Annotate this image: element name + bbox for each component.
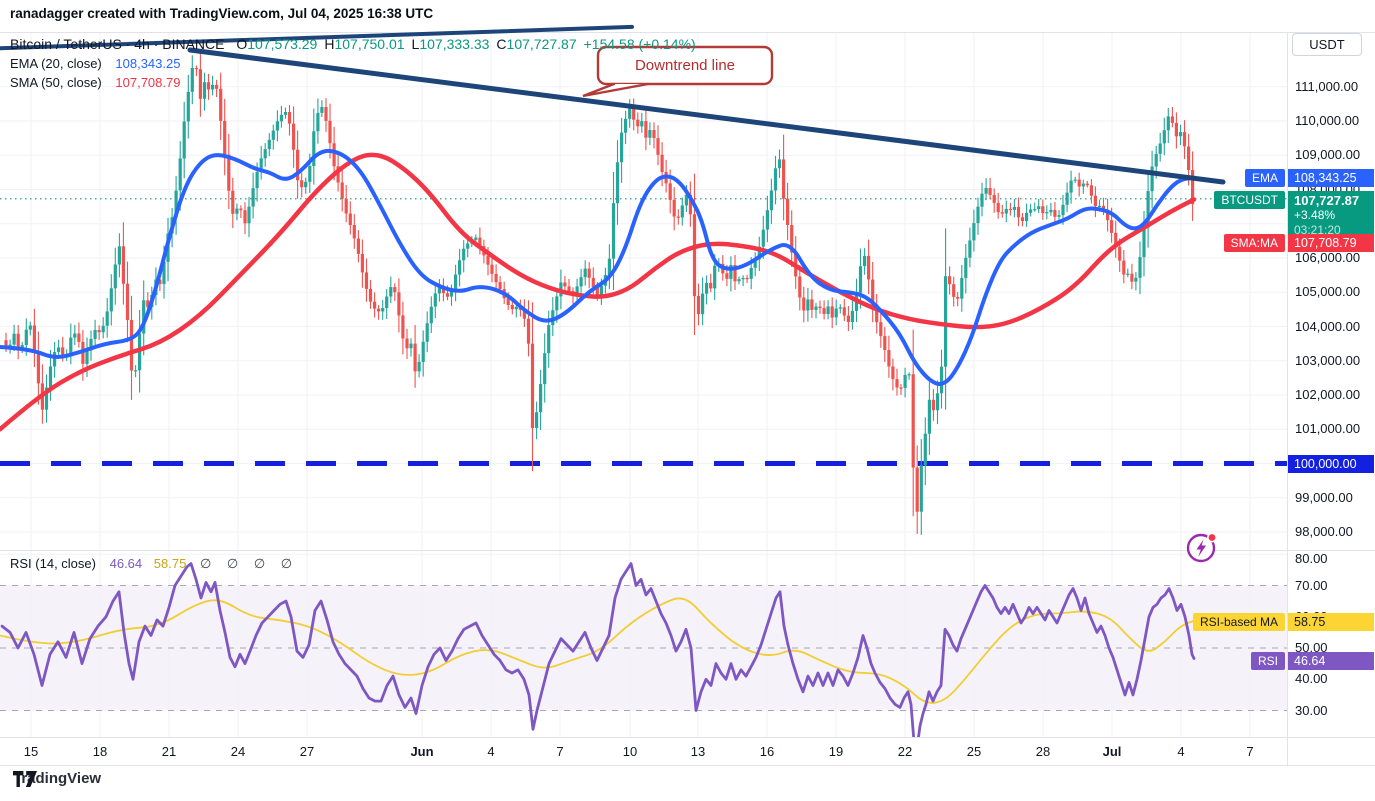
- rsi-legend-label: RSI (14, close): [10, 556, 96, 571]
- sma-axis-value: 107,708.79: [1288, 234, 1374, 252]
- ema-axis-tag: EMA: [1244, 169, 1285, 187]
- open-value: 107,573.29: [247, 36, 318, 52]
- price-axis-border: [1287, 32, 1288, 765]
- time-tick-label: 25: [966, 744, 982, 759]
- sma-legend-value: 107,708.79: [115, 75, 181, 90]
- sma-axis-tag: SMA:MA: [1223, 234, 1285, 252]
- rsi-tick-label: 80.00: [1295, 551, 1328, 566]
- time-tick-label: Jun: [410, 744, 434, 759]
- time-tick-label: 24: [230, 744, 246, 759]
- rsi-ma-axis-tag: RSI-based MA: [1192, 613, 1285, 631]
- price-tick-label: 102,000.00: [1295, 387, 1361, 402]
- tradingview-logo-icon: [13, 770, 37, 787]
- time-tick-label: 19: [828, 744, 844, 759]
- price-tick-label: 105,000.00: [1295, 284, 1361, 300]
- rsi-pane-canvas[interactable]: [0, 550, 1287, 737]
- chart-bottom-border: [0, 765, 1375, 766]
- last-price-axis-block: 107,727.87 +3.48% 03:21:20: [1288, 191, 1374, 237]
- close-value: 107,727.87: [506, 36, 577, 52]
- price-tick-label: 106,000.00: [1295, 250, 1361, 265]
- support-level-axis-value: 100,000.00: [1288, 455, 1374, 473]
- rsi-legend-row[interactable]: RSI (14, close) 46.64 58.75 ∅ ∅ ∅ ∅: [10, 556, 298, 572]
- rsi-tick-label: 50.00: [1295, 640, 1328, 655]
- time-tick-label: 10: [622, 744, 638, 759]
- low-label: L: [411, 36, 420, 52]
- open-label: O: [236, 36, 248, 52]
- attribution-text: ranadagger created with TradingView.com,…: [10, 6, 434, 21]
- time-tick-label: 4: [487, 744, 495, 759]
- pane-separator[interactable]: [0, 550, 1375, 551]
- ema-legend-label: EMA (20, close): [10, 56, 102, 71]
- rsi-axis-value: 46.64: [1288, 652, 1374, 670]
- price-tick-label: 104,000.00: [1295, 318, 1361, 334]
- lightning-icon[interactable]: [1183, 529, 1219, 565]
- currency-unit-button[interactable]: USDT: [1292, 33, 1362, 56]
- downtrend-callout[interactable]: Downtrend line: [634, 57, 736, 74]
- time-tick-label: 18: [92, 744, 108, 759]
- tradingview-logo[interactable]: TradingView: [13, 770, 101, 787]
- downtrend-line[interactable]: [187, 47, 1226, 185]
- time-tick-label: 15: [23, 744, 39, 759]
- time-tick-label: 28: [1035, 744, 1051, 759]
- price-tick-label: 103,000.00: [1295, 352, 1361, 368]
- time-tick-label: 16: [759, 744, 775, 759]
- sma50-line[interactable]: [0, 152, 1197, 432]
- rsi-axis-tag: RSI: [1250, 652, 1285, 670]
- time-tick-label: 27: [299, 744, 315, 759]
- ema-legend-value: 108,343.25: [115, 56, 181, 71]
- price-tick-label: 99,000.00: [1295, 489, 1353, 505]
- low-value: 107,333.33: [419, 36, 490, 52]
- price-tick-label: 111,000.00: [1295, 78, 1359, 94]
- bar-countdown: 03:21:20: [1294, 223, 1341, 237]
- chart-top-border: [0, 32, 1375, 33]
- time-tick-label: 13: [690, 744, 706, 759]
- last-price-change-pct: +3.48%: [1294, 208, 1336, 222]
- price-tick-label: 110,000.00: [1295, 113, 1360, 128]
- time-tick-label: 4: [1177, 744, 1185, 759]
- time-axis-border: [0, 737, 1375, 738]
- sma-legend-label: SMA (50, close): [10, 75, 102, 90]
- price-tick-label: 101,000.00: [1295, 421, 1361, 437]
- close-label: C: [496, 36, 507, 52]
- price-tick-label: 109,000.00: [1295, 147, 1361, 163]
- ema-axis-value: 108,343.25: [1288, 169, 1374, 187]
- time-tick-label: 7: [556, 744, 564, 759]
- rsi-tick-label: 40.00: [1295, 671, 1328, 687]
- rsi-null-placeholders: ∅ ∅ ∅ ∅: [199, 556, 299, 571]
- symbol-header-row[interactable]: Bitcoin / TetherUS · 4h · BINANCE O107,5…: [10, 36, 703, 53]
- callout-bubble[interactable]: [596, 45, 774, 86]
- time-tick-label: 7: [1246, 744, 1254, 759]
- main-chart-canvas[interactable]: [0, 22, 1287, 550]
- rsi-legend-value: 46.64: [109, 556, 143, 571]
- rsi-ma-legend-value: 58.75: [153, 556, 187, 571]
- high-value: 107,750.01: [334, 36, 405, 52]
- last-price-value: 107,727.87: [1294, 193, 1360, 208]
- time-tick-label: 21: [161, 744, 177, 759]
- rsi-line[interactable]: [0, 562, 1196, 737]
- symbol-title[interactable]: Bitcoin / TetherUS · 4h · BINANCE: [10, 36, 225, 52]
- symbol-axis-tag: BTCUSDT: [1214, 191, 1285, 209]
- rsi-tick-label: 30.00: [1295, 702, 1328, 718]
- callout-tail: [582, 82, 650, 98]
- chart-legend[interactable]: Bitcoin / TetherUS · 4h · BINANCE O107,5…: [10, 36, 703, 91]
- price-tick-label: 98,000.00: [1295, 524, 1353, 539]
- time-tick-label: 22: [897, 744, 913, 759]
- upper-trendline[interactable]: [0, 24, 634, 51]
- alert-dot: [1206, 532, 1217, 543]
- sma-legend-row[interactable]: SMA (50, close) 107,708.79: [10, 74, 703, 91]
- ema-legend-row[interactable]: EMA (20, close) 108,343.25: [10, 55, 703, 72]
- ema20-line[interactable]: [0, 148, 1196, 386]
- high-label: H: [324, 36, 335, 52]
- rsi-tick-label: 70.00: [1295, 577, 1328, 593]
- time-tick-label: Jul: [1102, 744, 1122, 759]
- change-value: +154.58 (+0.14%): [583, 36, 696, 52]
- rsi-ma-axis-value: 58.75: [1288, 613, 1374, 631]
